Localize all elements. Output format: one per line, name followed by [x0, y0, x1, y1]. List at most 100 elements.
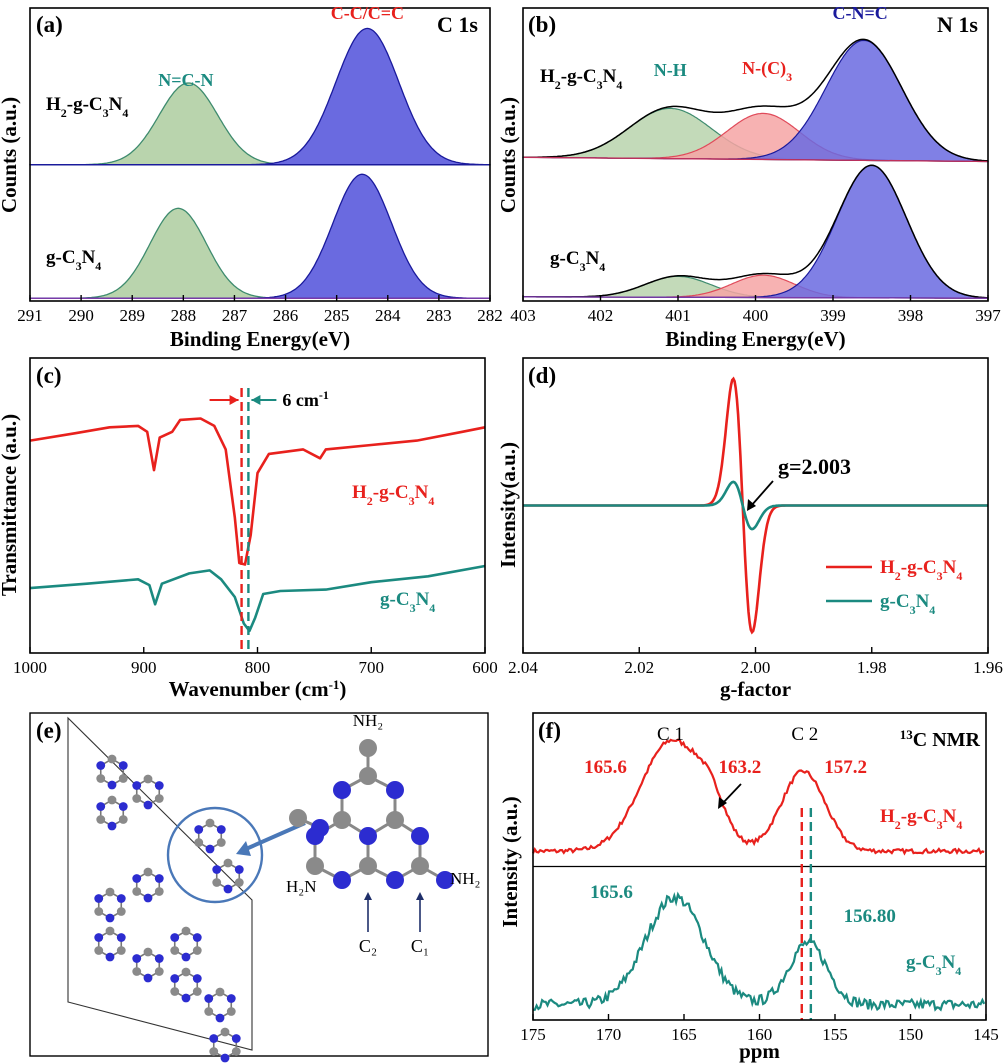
e-heptazine-11-atom: [204, 994, 214, 1003]
a-x-tick-label: 284: [375, 306, 401, 325]
e-carbon-atom: [359, 739, 377, 757]
e-heptazine-7-atom: [94, 933, 104, 942]
e-heptazine-12-atom: [220, 1053, 230, 1063]
e-heptazine-5-atom: [116, 907, 126, 916]
e-heptazine-1-atom: [96, 815, 106, 824]
f-peak-label-c2: C 2: [791, 724, 818, 745]
e-heptazine-12: [209, 1027, 241, 1063]
e-site-c1: C₁: [411, 936, 429, 956]
b-annotation-nc3: N-(C)3: [742, 58, 792, 84]
e-highlight-circle: [166, 806, 264, 904]
e-heptazine-6-atom: [154, 874, 164, 883]
e-heptazine-9: [170, 926, 202, 962]
e-heptazine-11: [204, 987, 236, 1023]
e-amine-left: H₂N: [286, 877, 316, 896]
f-x-tick-label: 145: [973, 1025, 999, 1044]
e-heptazine-5-atom: [94, 894, 104, 903]
a-x-tick-label: 289: [119, 306, 145, 325]
e-heptazine-4-atom: [234, 878, 244, 887]
e-nitrogen-atom: [411, 827, 429, 845]
e-heptazine-3: [194, 818, 226, 854]
e-heptazine-7-atom: [116, 946, 126, 955]
e-heptazine-8-atom: [143, 947, 153, 957]
d-series-1-line: [523, 480, 988, 531]
e-heptazine-9-atom: [181, 926, 191, 936]
a-panel-label: (a): [36, 12, 63, 37]
e-heptazine-11-atom: [215, 1013, 225, 1023]
e-heptazine-4-atom: [212, 878, 222, 887]
f-corner-label: 13C NMR: [900, 727, 981, 752]
e-pointer-arrow: [245, 821, 306, 851]
f-label-gcn: g-C3N4: [906, 952, 961, 978]
e-heptazine-1-atom: [118, 815, 128, 824]
e-nitrogen-atom: [333, 871, 351, 889]
c-panel-label: (c): [36, 363, 62, 388]
e-carbon-atom: [386, 811, 404, 829]
b-panel-label: (b): [528, 12, 556, 37]
e-heptazine-6-atom: [143, 867, 153, 877]
d-legend-label-1: g-C3N4: [880, 591, 935, 617]
e-carbon-atom: [333, 811, 351, 829]
e-heptazine-2-atom: [132, 781, 142, 790]
b-series-0-envelope: [523, 38, 989, 162]
panel-f: 175 170 165 160 155 150 145 ppm Intensity (a.u.)…: [498, 712, 999, 1063]
b-label-h2: H2-g-C3N4: [540, 66, 622, 92]
f-panel-label: (f): [538, 718, 561, 743]
e-heptazine-0-atom: [118, 774, 128, 783]
e-unit-cell: [67, 716, 253, 1051]
a-annotation-cc: C-C/C=C: [331, 3, 404, 23]
panel-b: 403 402 401 400 399 398 397 Binding Energy(eV) C…: [496, 3, 1001, 351]
e-heptazine-2-atom: [132, 794, 142, 803]
f-x-tick-label: 155: [822, 1025, 848, 1044]
a-label-h2: H2-g-C3N4: [46, 94, 128, 120]
e-heptazine-10: [170, 967, 202, 1003]
e-heptazine-11-atom: [204, 1007, 214, 1016]
e-heptazine-5-atom: [94, 907, 104, 916]
d-annotation-arrow: [750, 480, 774, 507]
e-carbon-atom: [359, 767, 377, 785]
b-x-tick-label: 397: [975, 306, 1001, 325]
e-heptazine-8-atom: [143, 973, 153, 983]
e-pointer-arrowhead: [236, 841, 251, 856]
c-x-tick-label: 900: [131, 658, 157, 677]
e-carbon-atom: [359, 857, 377, 875]
c-series-0-line: [29, 417, 486, 566]
e-site-arrowhead-c2: [364, 892, 372, 900]
e-heptazine-7-atom: [94, 946, 104, 955]
panel-a: 291 290 289 288 287 286 285 284 283 282 Binding En…: [0, 3, 503, 351]
b-annotation-cnc: C-N=C: [833, 3, 888, 23]
e-heptazine-6-atom: [132, 887, 142, 896]
e-heptazine-10-atom: [170, 987, 180, 996]
a-x-tick-label: 286: [273, 306, 299, 325]
e-heptazine-2-atom: [143, 774, 153, 784]
a-x-tick-label: 282: [477, 306, 503, 325]
c-y-axis-label: Transmittance (a.u.): [0, 414, 21, 596]
e-heptazine-0-atom: [118, 761, 128, 770]
b-annotation-nh: N-H: [654, 60, 687, 80]
f-value-top-0: 165.6: [584, 757, 627, 778]
e-heptazine-7-atom: [105, 952, 115, 962]
e-heptazine-8: [132, 947, 164, 983]
e-heptazine-4: [212, 858, 244, 894]
e-heptazine-7: [94, 926, 126, 962]
e-nitrogen-atom: [386, 781, 404, 799]
b-series-0-baseline: [522, 156, 989, 163]
e-heptazine-3-atom: [216, 825, 226, 834]
a-x-axis-label: Binding Energy(eV): [170, 327, 350, 351]
f-value-top-1: 163.2: [718, 757, 761, 778]
e-heptazine-4-atom: [212, 865, 222, 874]
a-annotation-ncn: N=C-N: [158, 70, 213, 90]
e-heptazine-3-atom: [194, 825, 204, 834]
e-heptazine-4-atom: [234, 865, 244, 874]
c-label-gcn: g-C3N4: [380, 589, 435, 615]
c-x-axis-label: Wavenumber (cm-1): [169, 677, 347, 702]
a-corner-label: C 1s: [437, 12, 478, 37]
e-heptazine-4-atom: [223, 858, 233, 868]
f-x-axis-label: ppm: [739, 1039, 780, 1063]
e-carbon-atom: [306, 857, 324, 875]
d-legend-label-0: H2-g-C3N4: [880, 557, 962, 583]
b-x-tick-label: 400: [743, 306, 769, 325]
d-x-axis-label: g-factor: [720, 677, 791, 701]
c-shift-arrowhead-red: [229, 395, 239, 405]
